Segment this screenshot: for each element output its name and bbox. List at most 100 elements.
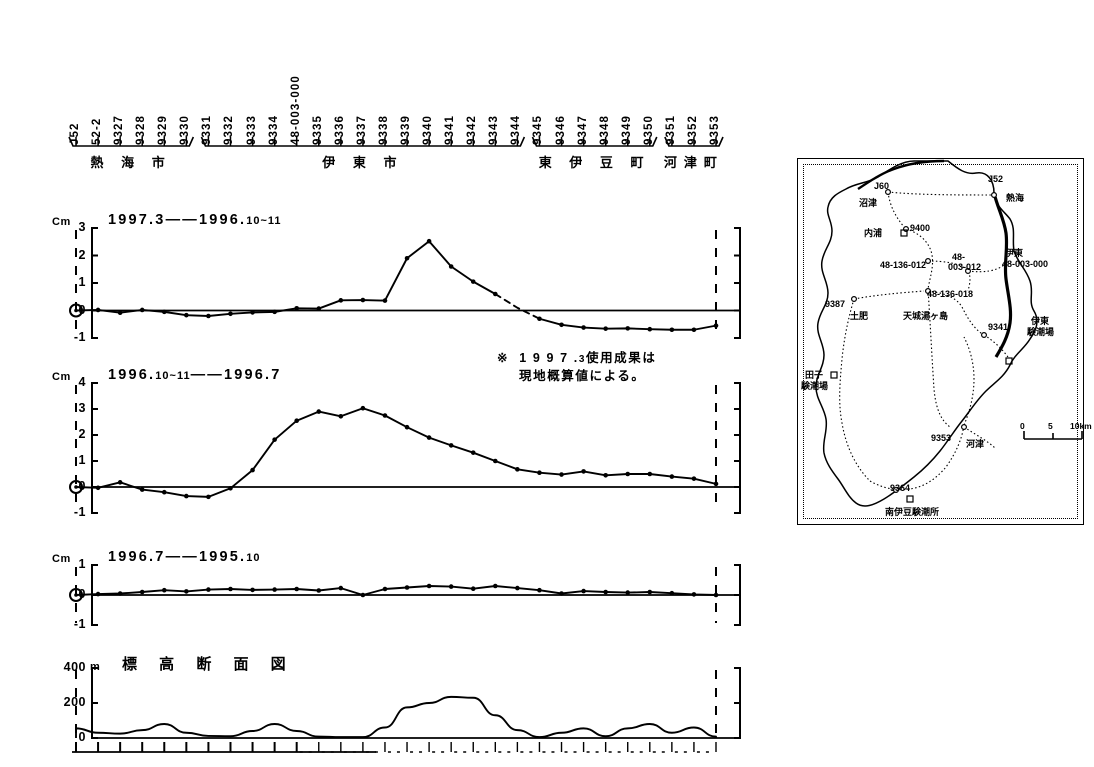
map-route-9341-ito-tide bbox=[983, 334, 1009, 358]
panel3-yaxis bbox=[91, 667, 98, 739]
panel0-yaxis bbox=[91, 227, 98, 339]
panel1-point-13 bbox=[360, 405, 366, 411]
note-line1-b: 3 bbox=[578, 354, 586, 365]
map-route-east-heavy bbox=[992, 192, 1013, 358]
panel1-point-19 bbox=[493, 458, 498, 464]
map-label-22: 9364 bbox=[890, 483, 911, 493]
panel1-ytick-label-0: 0 bbox=[78, 479, 86, 493]
panel1-point-28 bbox=[691, 476, 697, 481]
municipality-label-2: 東 伊 豆 町 bbox=[538, 155, 651, 170]
panel2-title-a-sm: 10~11 bbox=[155, 370, 191, 382]
panel2-point-5 bbox=[184, 589, 189, 594]
panel1-point-27 bbox=[669, 474, 675, 479]
panel3-ytick-label-400: 400 bbox=[63, 660, 86, 674]
map-node-4 bbox=[965, 267, 972, 274]
panel2-series-segment-0 bbox=[75, 585, 717, 596]
map-label-4: 内浦 bbox=[864, 228, 883, 238]
map-label-9: 伊東 bbox=[1005, 248, 1024, 258]
panel0-point-3 bbox=[139, 307, 145, 313]
panel0-point-8 bbox=[250, 310, 255, 315]
station-label-9328: 9328 bbox=[135, 115, 148, 145]
map-node-9 bbox=[892, 487, 899, 494]
panel4-unit: m bbox=[90, 661, 101, 673]
panel0-right-bracket bbox=[734, 227, 741, 339]
note-line1-a: 1 9 9 7 . bbox=[519, 351, 579, 365]
panel2-point-7 bbox=[228, 586, 233, 592]
panel3-ytick-label-0: 0 bbox=[78, 730, 86, 744]
panel1-ytick-label-4: 4 bbox=[78, 375, 86, 389]
panel0-point-14 bbox=[382, 298, 388, 303]
panel1-point-4 bbox=[161, 489, 167, 495]
panel2-title-a: 1996. bbox=[108, 367, 156, 383]
scale-label-max: 10km bbox=[1070, 421, 1092, 431]
station-label-9343: 9343 bbox=[488, 115, 501, 145]
map-label-20: 9353 bbox=[931, 433, 952, 443]
panel2-point-17 bbox=[448, 584, 454, 589]
panel1-ytick-label--1: -1 bbox=[73, 505, 86, 519]
panel2-title-b: 1996.7 bbox=[224, 367, 282, 383]
station-label-9337: 9337 bbox=[355, 115, 368, 145]
station-label-9349: 9349 bbox=[620, 115, 633, 145]
panel0-point-29 bbox=[713, 323, 719, 328]
panel2-point-20 bbox=[515, 585, 520, 591]
map-node-0 bbox=[884, 189, 891, 196]
map-label-15: 9341 bbox=[988, 322, 1009, 332]
index-map: J60 J52 沼津 熱海 内浦 9400 48-136-012 48- 003-012 伊東 48… bbox=[797, 158, 1092, 525]
municipality-bracket-2 bbox=[531, 136, 658, 147]
panel1-point-6 bbox=[206, 494, 211, 500]
map-coastline bbox=[815, 160, 1038, 507]
map-label-6: 48-136-012 bbox=[880, 260, 927, 270]
panel3-ytick-label-200: 200 bbox=[63, 695, 86, 709]
map-node-5 bbox=[924, 288, 931, 295]
panel0-point-25 bbox=[625, 326, 631, 331]
panel1-point-29 bbox=[713, 481, 719, 487]
panel1-point-3 bbox=[139, 487, 145, 492]
panel1-unit: Cm bbox=[52, 216, 71, 228]
panel2-point-23 bbox=[581, 588, 586, 594]
municipality-label-1: 伊 東 市 bbox=[322, 155, 404, 170]
municipality-label-0: 熱 海 市 bbox=[90, 155, 172, 170]
panel1-point-25 bbox=[625, 471, 631, 477]
station-label-9339: 9339 bbox=[400, 115, 413, 145]
panel3-title-a: 1996.7 bbox=[108, 549, 166, 565]
map-node-2 bbox=[902, 225, 909, 232]
panel0-point-16 bbox=[426, 238, 432, 244]
station-label-9335: 9335 bbox=[311, 115, 324, 145]
panel2-point-6 bbox=[206, 587, 211, 592]
panel0-point-6 bbox=[206, 313, 211, 319]
station-label-9350: 9350 bbox=[642, 115, 655, 145]
panel1-title-b: 1996. bbox=[198, 212, 247, 228]
note-mark: ※ bbox=[497, 351, 510, 365]
panel2-point-8 bbox=[250, 587, 255, 593]
panel0-ytick-label--1: -1 bbox=[73, 330, 86, 344]
panel1-point-24 bbox=[603, 473, 608, 478]
station-label-9332: 9332 bbox=[223, 115, 236, 145]
map-label-11: 9387 bbox=[825, 299, 846, 309]
panel1-point-18 bbox=[470, 450, 476, 455]
panel1-ytick-label-2: 2 bbox=[78, 427, 86, 441]
panel1-note: ※ 1 9 9 7 .3使用成果は 現地概算値による。 bbox=[497, 350, 657, 385]
panel2-point-26 bbox=[647, 589, 653, 595]
panel4-title: 標 高 断 面 図 bbox=[122, 656, 295, 673]
station-label-9330: 9330 bbox=[179, 115, 192, 145]
map-label-14: 天城湯ヶ島 bbox=[903, 311, 949, 321]
map-route-numazu-uchiura bbox=[887, 191, 905, 228]
panel1-point-12 bbox=[338, 413, 344, 419]
panel0-point-7 bbox=[228, 311, 233, 317]
panel1-point-20 bbox=[515, 467, 520, 472]
panel3-title-sep: —— bbox=[165, 549, 199, 565]
panel2-point-22 bbox=[559, 591, 564, 596]
panel2-title: 1996.10~11——1996.7 bbox=[108, 367, 282, 383]
panel2-point-11 bbox=[316, 588, 322, 593]
panel2-point-18 bbox=[470, 586, 476, 591]
panel2-point-1 bbox=[95, 591, 101, 597]
map-label-0: J60 bbox=[874, 181, 890, 191]
map-label-17: 験潮場 bbox=[1027, 327, 1055, 337]
map-label-1: J52 bbox=[988, 174, 1004, 184]
panel3-unit: Cm bbox=[52, 553, 71, 565]
panel0-point-24 bbox=[603, 326, 608, 331]
map-label-7: 48- bbox=[952, 252, 966, 262]
panel1-point-23 bbox=[581, 469, 586, 474]
panel0-point-17 bbox=[448, 264, 454, 269]
map-route-kawazu-north bbox=[963, 336, 975, 426]
